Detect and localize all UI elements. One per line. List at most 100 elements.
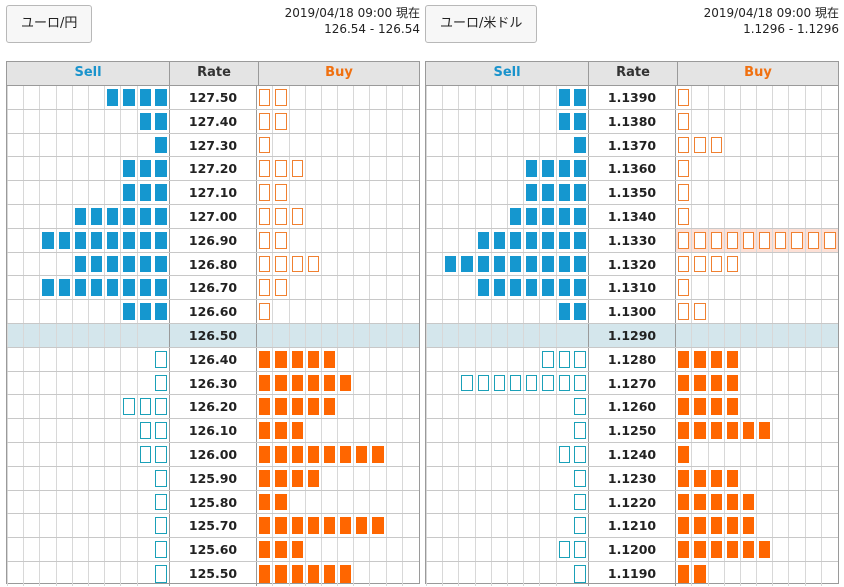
table-row: 1.1360 (426, 157, 838, 182)
sell-volume-cell (7, 228, 170, 252)
sell-order-block (107, 279, 119, 297)
buy-order-block (307, 350, 319, 368)
buy-order-block (726, 541, 738, 558)
rate-value: 1.1330 (589, 228, 677, 252)
buy-order-block (275, 422, 287, 439)
sell-volume-cell (7, 276, 170, 300)
table-row: 1.1370 (426, 133, 838, 158)
rate-value: 125.50 (170, 561, 258, 586)
sell-order-block (461, 374, 473, 392)
buy-volume-cell (676, 371, 838, 395)
sell-order-block (461, 255, 473, 273)
buy-order-block (291, 445, 303, 463)
sell-order-block (509, 374, 522, 392)
buy-order-block (323, 517, 336, 535)
buy-order-block (372, 517, 384, 535)
buy-volume-cell (676, 323, 838, 347)
buy-order-block (678, 493, 690, 511)
sell-order-block (526, 160, 538, 178)
sell-order-block (154, 422, 167, 439)
rate-value: 127.30 (170, 133, 258, 157)
sell-order-block (123, 207, 135, 225)
sell-order-block (558, 303, 570, 320)
buy-order-block (726, 398, 738, 416)
buy-order-block (291, 160, 303, 178)
buy-order-block (694, 303, 706, 320)
sell-order-block (139, 303, 151, 320)
buy-order-block (678, 89, 690, 106)
buy-order-block (726, 231, 738, 249)
currency-pair-button[interactable]: ユーロ/米ドル (425, 5, 538, 43)
sell-volume-cell (426, 347, 589, 371)
buy-order-block (742, 517, 755, 535)
sell-order-block (526, 374, 538, 392)
sell-order-block (558, 112, 570, 130)
sell-order-block (573, 303, 586, 320)
sell-order-block (139, 398, 151, 416)
sell-order-block (573, 541, 586, 558)
buy-order-block (275, 112, 287, 130)
sell-order-block (573, 136, 586, 154)
buy-order-block (710, 541, 722, 558)
currency-pair-button[interactable]: ユーロ/円 (6, 5, 93, 43)
sell-order-block (573, 255, 586, 273)
sell-order-block (477, 231, 489, 249)
sell-order-block (542, 374, 554, 392)
buy-order-block (307, 398, 319, 416)
sell-volume-cell (426, 466, 589, 490)
rate-value: 127.40 (170, 109, 258, 133)
sell-volume-cell (7, 347, 170, 371)
sell-order-block (542, 255, 554, 273)
buy-volume-cell (257, 395, 419, 419)
rate-value: 126.10 (170, 419, 258, 442)
table-row: 1.1390 (426, 86, 838, 110)
buy-order-block (710, 136, 722, 154)
sell-order-block (123, 398, 135, 416)
sell-volume-cell (7, 204, 170, 228)
buy-order-block (678, 350, 690, 368)
buy-header: Buy (325, 65, 353, 80)
buy-volume-cell (257, 252, 419, 276)
rate-value: 1.1340 (589, 204, 677, 228)
rate-value: 1.1260 (589, 395, 677, 419)
sell-header: Sell (7, 62, 170, 85)
buy-order-block (259, 279, 271, 297)
buy-order-block (759, 231, 771, 249)
buy-volume-cell (257, 276, 419, 300)
buy-order-block (678, 469, 690, 487)
sell-order-block (542, 160, 554, 178)
sell-order-block (154, 207, 167, 225)
table-row: 125.60 (7, 538, 419, 562)
buy-order-block (275, 517, 287, 535)
buy-volume-cell (676, 514, 838, 538)
table-row: 126.30 (7, 371, 419, 396)
buy-order-block (259, 112, 271, 130)
sell-order-block (58, 279, 70, 297)
buy-order-block (694, 374, 706, 392)
sell-order-block (573, 422, 586, 439)
sell-order-block (558, 350, 570, 368)
sell-volume-cell (7, 490, 170, 514)
sell-order-block (58, 231, 70, 249)
buy-order-block (340, 374, 352, 392)
rate-value: 127.20 (170, 157, 258, 181)
buy-order-block (259, 493, 271, 511)
buy-order-block (259, 422, 271, 439)
buy-volume-cell (257, 490, 419, 514)
rate-value: 1.1190 (589, 561, 677, 586)
sell-order-block (493, 374, 505, 392)
table-row: 126.80 (7, 252, 419, 277)
buy-volume-cell (676, 86, 838, 109)
sell-order-block (139, 445, 151, 463)
buy-order-block (259, 350, 271, 368)
sell-order-block (154, 231, 167, 249)
sell-order-block (573, 350, 586, 368)
buy-volume-cell (257, 442, 419, 466)
buy-order-block (259, 136, 271, 154)
rate-header: Rate (589, 62, 678, 85)
sell-volume-cell (7, 300, 170, 323)
buy-order-block (307, 374, 319, 392)
buy-volume-cell (676, 347, 838, 371)
buy-order-block (694, 541, 706, 558)
buy-order-block (275, 207, 287, 225)
